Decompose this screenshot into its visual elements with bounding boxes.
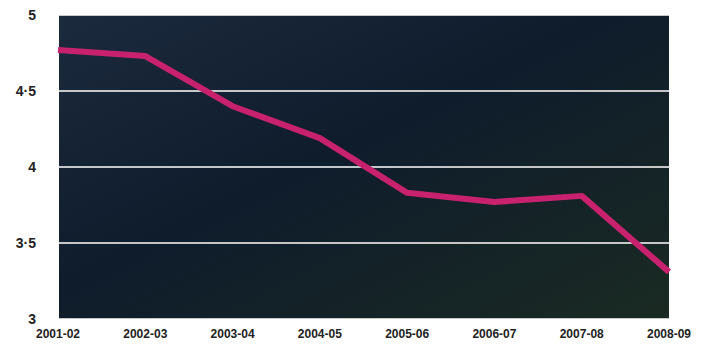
svg-text:2008-09: 2008-09 [647, 327, 691, 341]
svg-text:2004-05: 2004-05 [298, 327, 342, 341]
svg-text:3·5: 3·5 [16, 235, 36, 251]
svg-text:3: 3 [28, 311, 36, 327]
svg-text:2005-06: 2005-06 [385, 327, 429, 341]
svg-text:2006-07: 2006-07 [472, 327, 516, 341]
svg-text:2007-08: 2007-08 [560, 327, 604, 341]
svg-text:5: 5 [28, 7, 36, 23]
svg-text:2003-04: 2003-04 [211, 327, 255, 341]
svg-text:2001-02: 2001-02 [36, 327, 80, 341]
svg-text:4: 4 [28, 159, 36, 175]
svg-text:2002-03: 2002-03 [123, 327, 167, 341]
svg-text:4·5: 4·5 [16, 83, 36, 99]
